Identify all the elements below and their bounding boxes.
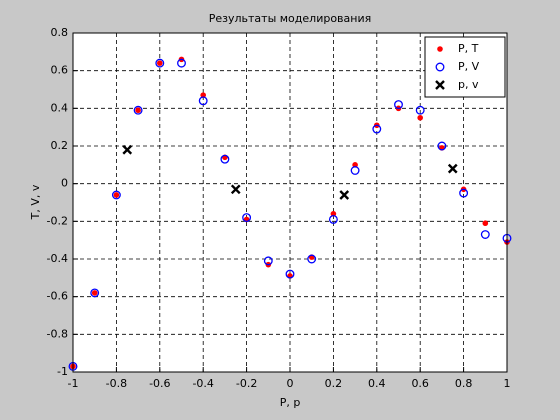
point (480, 230, 490, 239)
y-tick-label: -0.6 (47, 290, 68, 303)
y-tick-label: -0.8 (47, 327, 68, 340)
point (339, 190, 350, 200)
point (111, 190, 121, 200)
x-tick-label: 0.2 (325, 377, 343, 390)
x-tick-label: 0.4 (368, 377, 386, 390)
point (330, 211, 337, 217)
point (285, 269, 295, 279)
x-tick-label: 0.8 (455, 377, 473, 390)
point (113, 192, 120, 198)
point (230, 184, 241, 195)
x-tick-label: 1 (504, 377, 511, 390)
legend-label: p, v (458, 78, 479, 91)
point (91, 290, 98, 296)
y-tick-label: 0.2 (51, 139, 69, 152)
point (155, 58, 165, 68)
x-tick-label: -1 (68, 377, 79, 390)
x-tick-label: 0 (287, 377, 294, 390)
y-tick-label: 0.4 (51, 101, 69, 114)
point (135, 107, 141, 114)
y-tick-label: 0.8 (51, 26, 69, 39)
x-tick-label: -0.4 (192, 377, 213, 390)
chart-title: Результаты моделирования (209, 12, 372, 25)
y-tick-label: -1 (57, 365, 68, 378)
point (415, 105, 425, 115)
point (220, 154, 230, 164)
legend-label: P, T (458, 42, 479, 55)
point (459, 188, 469, 198)
legend-marker (437, 46, 443, 52)
point (133, 105, 143, 115)
point (122, 144, 133, 155)
y-tick-label: -0.4 (47, 252, 68, 265)
point (417, 114, 424, 121)
point (482, 220, 489, 227)
legend: P, T P, V p, v (424, 36, 506, 98)
point (394, 100, 403, 110)
point (447, 163, 458, 174)
axes-box (72, 32, 508, 373)
x-tick-label: -0.2 (236, 377, 257, 390)
point (307, 254, 317, 264)
x-tick-label: 0.6 (411, 377, 429, 390)
point (328, 214, 338, 224)
legend-marker (435, 80, 445, 90)
point (263, 256, 273, 266)
x-tick-label: -0.8 (106, 377, 127, 390)
point (372, 124, 382, 134)
y-tick-label: -0.2 (47, 214, 68, 227)
point (177, 58, 186, 68)
point (157, 60, 163, 66)
point (90, 288, 100, 298)
y-tick-label: 0 (61, 177, 68, 190)
y-axis-label: T, V, v (29, 184, 42, 220)
point (437, 141, 447, 151)
legend-label: P, V (458, 60, 480, 73)
point (242, 213, 252, 223)
point (352, 162, 358, 168)
x-tick-label: -0.6 (149, 377, 170, 390)
y-tick-label: 0.6 (51, 64, 69, 77)
point (350, 166, 360, 175)
point (200, 92, 206, 98)
point (198, 96, 208, 106)
x-axis-label: P, p (280, 396, 301, 409)
legend-marker (435, 62, 445, 72)
